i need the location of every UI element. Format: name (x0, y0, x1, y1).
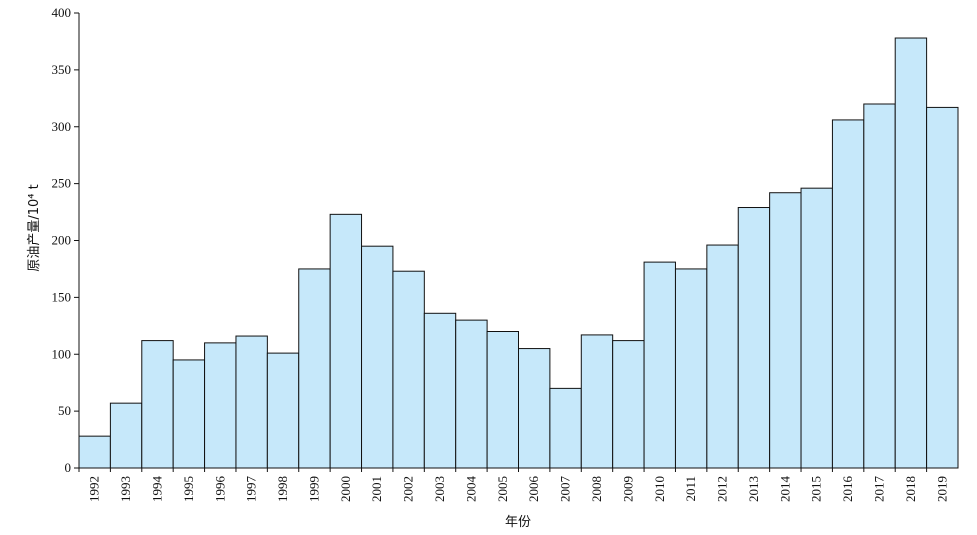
x-tick-label: 1999 (306, 476, 321, 502)
x-tick-label: 2017 (872, 476, 887, 503)
x-tick-label: 2007 (558, 476, 573, 503)
x-tick-label: 2004 (463, 476, 478, 503)
x-tick-label: 2008 (589, 476, 604, 502)
bar-2016 (831, 119, 865, 469)
x-axis-title: 年份 (505, 515, 531, 530)
y-tick-label: 100 (52, 346, 72, 361)
x-tick-label: 2019 (934, 476, 949, 502)
y-tick-label: 150 (52, 289, 72, 304)
x-tick-label: 1993 (118, 476, 133, 502)
x-tick-label: 2005 (495, 476, 510, 502)
bar-2001 (361, 245, 394, 469)
bar-1999 (298, 268, 331, 469)
x-tick-label: 2002 (401, 476, 416, 502)
bar-2006 (518, 348, 551, 469)
x-tick-label: 2015 (809, 476, 824, 502)
bar-2003 (423, 312, 457, 469)
x-tick-label: 1996 (212, 476, 227, 503)
bar-1994 (141, 340, 174, 469)
bar-2019 (926, 106, 959, 469)
bar-2013 (737, 207, 771, 469)
bars-group (78, 37, 959, 469)
bar-2012 (706, 244, 739, 469)
x-tick-label: 2001 (369, 476, 384, 502)
bar-1995 (172, 359, 206, 469)
x-tick-label: 2010 (652, 476, 667, 502)
x-tick-label: 2012 (715, 476, 730, 502)
x-tick-label: 1992 (87, 476, 102, 502)
bar-2000 (329, 213, 363, 469)
x-tick-label: 2009 (620, 476, 635, 502)
bar-2014 (769, 192, 802, 469)
x-tick-label: 2016 (840, 476, 855, 503)
bar-2007 (549, 387, 582, 469)
bar-2015 (800, 187, 833, 469)
x-axis: 1992 1993 1994 1995 1996 1997 1998 1999 2000 2001… (78, 467, 958, 503)
bar-1997 (235, 335, 268, 469)
y-tick-label: 250 (52, 176, 72, 191)
y-tick-label: 200 (52, 233, 72, 248)
bar-2002 (392, 270, 425, 469)
x-tick-label: 1998 (275, 476, 290, 502)
y-tick-label: 300 (52, 119, 72, 134)
bar-2011 (674, 268, 708, 469)
y-tick-label: 400 (52, 5, 72, 20)
bar-2008 (580, 334, 614, 469)
y-tick-label: 350 (52, 62, 72, 77)
y-tick-label: 0 (65, 460, 72, 475)
bar-2010 (643, 261, 676, 469)
bar-2004 (455, 319, 488, 469)
x-tick-label: 2013 (746, 476, 761, 502)
x-tick-label: 2003 (432, 476, 447, 502)
y-axis: 0 50 100 150 200 250 300 350 400 (52, 5, 80, 475)
y-axis-title: 原油产量/10⁴ t (27, 184, 42, 271)
bar-2009 (612, 340, 645, 469)
x-tick-label: 2014 (777, 476, 792, 503)
y-tick-label: 50 (58, 403, 71, 418)
bar-1992 (78, 435, 111, 469)
bar-2005 (486, 331, 520, 469)
bar-2018 (894, 37, 928, 469)
bar-1993 (109, 402, 143, 469)
x-tick-label: 1994 (149, 476, 164, 503)
x-tick-label: 1995 (181, 476, 196, 502)
x-tick-label: 1997 (244, 476, 259, 503)
x-tick-label: 2011 (683, 476, 698, 502)
x-tick-label: 2018 (903, 476, 918, 502)
bar-1998 (266, 352, 300, 469)
x-tick-label: 2000 (338, 476, 353, 502)
bar-1996 (204, 342, 237, 469)
bar-2017 (863, 103, 896, 469)
x-tick-label: 2006 (526, 476, 541, 503)
